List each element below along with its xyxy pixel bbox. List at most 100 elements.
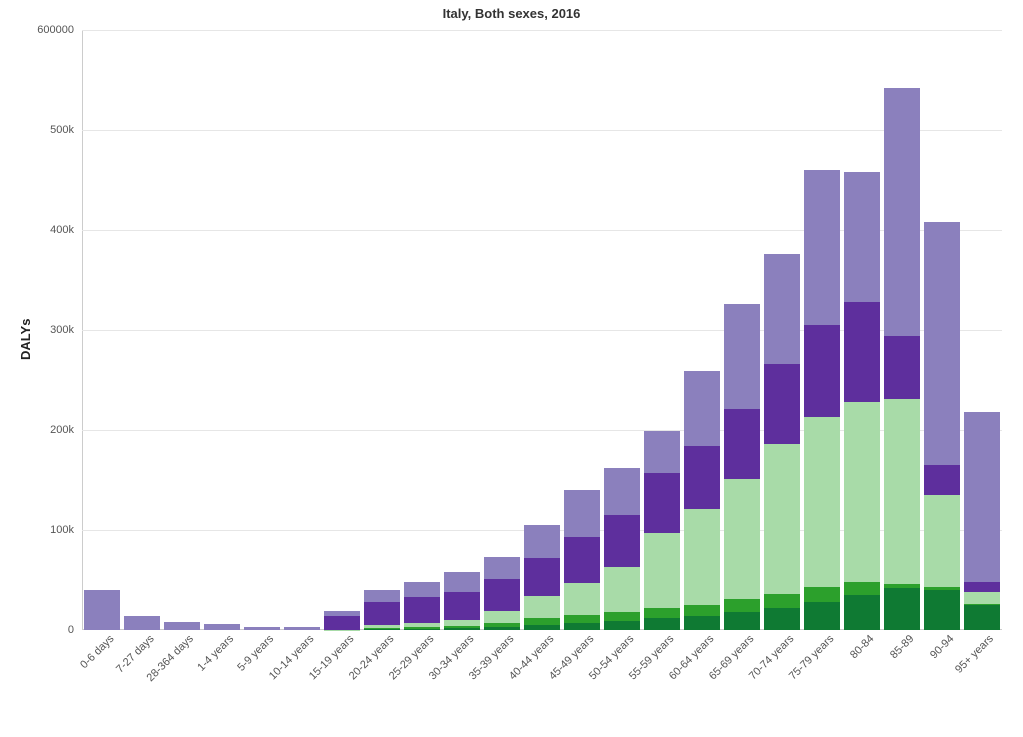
bar-segment [644, 431, 681, 473]
y-tick-label: 0 [68, 624, 82, 636]
bar-segment [484, 611, 521, 623]
y-tick-label: 100k [50, 524, 82, 536]
bar-segment [644, 608, 681, 618]
x-tick-label: 1-4 years [193, 630, 237, 674]
bar-segment [404, 623, 441, 627]
bar-group [804, 30, 841, 630]
bar-segment [484, 623, 521, 627]
bar-segment [324, 611, 361, 616]
bar-segment [884, 584, 921, 588]
bar-segment [84, 590, 121, 630]
y-tick-label: 300k [50, 324, 82, 336]
bar-group [204, 30, 241, 630]
bar-segment [564, 583, 601, 615]
bar-segment [444, 628, 481, 630]
bar-segment [124, 616, 161, 630]
bar-segment [364, 625, 401, 628]
bar-segment [764, 364, 801, 444]
bar-segment [484, 579, 521, 611]
bar-segment [404, 629, 441, 631]
bar-segment [644, 533, 681, 608]
x-tick-label: 85-89 [885, 630, 916, 661]
bar-segment [644, 618, 681, 630]
bar-segment [684, 605, 721, 616]
bar-segment [724, 304, 761, 409]
bar-segment [284, 627, 321, 630]
bar-segment [924, 587, 961, 590]
bar-group [564, 30, 601, 630]
bar-segment [684, 446, 721, 509]
bar-segment [164, 622, 201, 630]
bar-group [964, 30, 1001, 630]
bar-segment [404, 582, 441, 597]
bar-segment [844, 172, 881, 302]
bar-segment [524, 525, 561, 558]
bar-segment [364, 629, 401, 630]
y-tick-label: 600000 [37, 24, 82, 36]
bar-segment [404, 627, 441, 629]
bar-segment [604, 612, 641, 621]
bar-segment [884, 336, 921, 399]
bar-segment [604, 621, 641, 630]
bar-group [844, 30, 881, 630]
bar-group [684, 30, 721, 630]
x-tick-label: 0-6 days [75, 630, 116, 671]
bar-group [84, 30, 121, 630]
y-tick-label: 500k [50, 124, 82, 136]
bar-group [284, 30, 321, 630]
bar-group [364, 30, 401, 630]
bar-segment [524, 625, 561, 630]
plot-area: 0100k200k300k400k500k6000000-6 days7-27 … [82, 30, 1002, 630]
y-tick-label: 200k [50, 424, 82, 436]
bar-segment [924, 465, 961, 495]
bar-segment [924, 222, 961, 465]
bar-group [324, 30, 361, 630]
bar-group [604, 30, 641, 630]
bar-segment [484, 627, 521, 630]
bar-segment [564, 490, 601, 537]
bar-group [924, 30, 961, 630]
bar-segment [964, 604, 1001, 605]
bar-segment [804, 417, 841, 587]
bar-segment [764, 608, 801, 630]
bar-segment [684, 509, 721, 605]
bar-segment [884, 588, 921, 630]
bar-segment [604, 567, 641, 612]
bar-group [884, 30, 921, 630]
bar-group [404, 30, 441, 630]
bar-segment [884, 88, 921, 336]
bar-segment [964, 605, 1001, 630]
bar-segment [484, 557, 521, 579]
bar-group [244, 30, 281, 630]
x-tick-label: 95+ years [951, 630, 997, 676]
bar-segment [964, 582, 1001, 592]
bar-segment [364, 590, 401, 602]
bar-segment [804, 602, 841, 630]
bar-group [724, 30, 761, 630]
bar-group [484, 30, 521, 630]
bar-segment [524, 558, 561, 596]
x-tick-label: 90-94 [925, 630, 956, 661]
bar-segment [924, 590, 961, 630]
bar-segment [364, 602, 401, 625]
bar-segment [444, 620, 481, 626]
bar-segment [684, 371, 721, 446]
bar-segment [324, 630, 361, 631]
bar-segment [564, 615, 601, 623]
x-tick-label: 80-84 [845, 630, 876, 661]
bar-segment [444, 572, 481, 592]
bar-segment [804, 587, 841, 602]
bar-segment [564, 537, 601, 583]
bar-group [444, 30, 481, 630]
y-tick-label: 400k [50, 224, 82, 236]
bar-segment [964, 592, 1001, 604]
bar-segment [604, 468, 641, 515]
bar-segment [844, 582, 881, 595]
bar-segment [844, 302, 881, 402]
bar-segment [724, 599, 761, 612]
bar-segment [724, 409, 761, 479]
bar-segment [844, 595, 881, 630]
bar-segment [804, 325, 841, 417]
bar-segment [324, 616, 361, 630]
bar-segment [804, 170, 841, 325]
